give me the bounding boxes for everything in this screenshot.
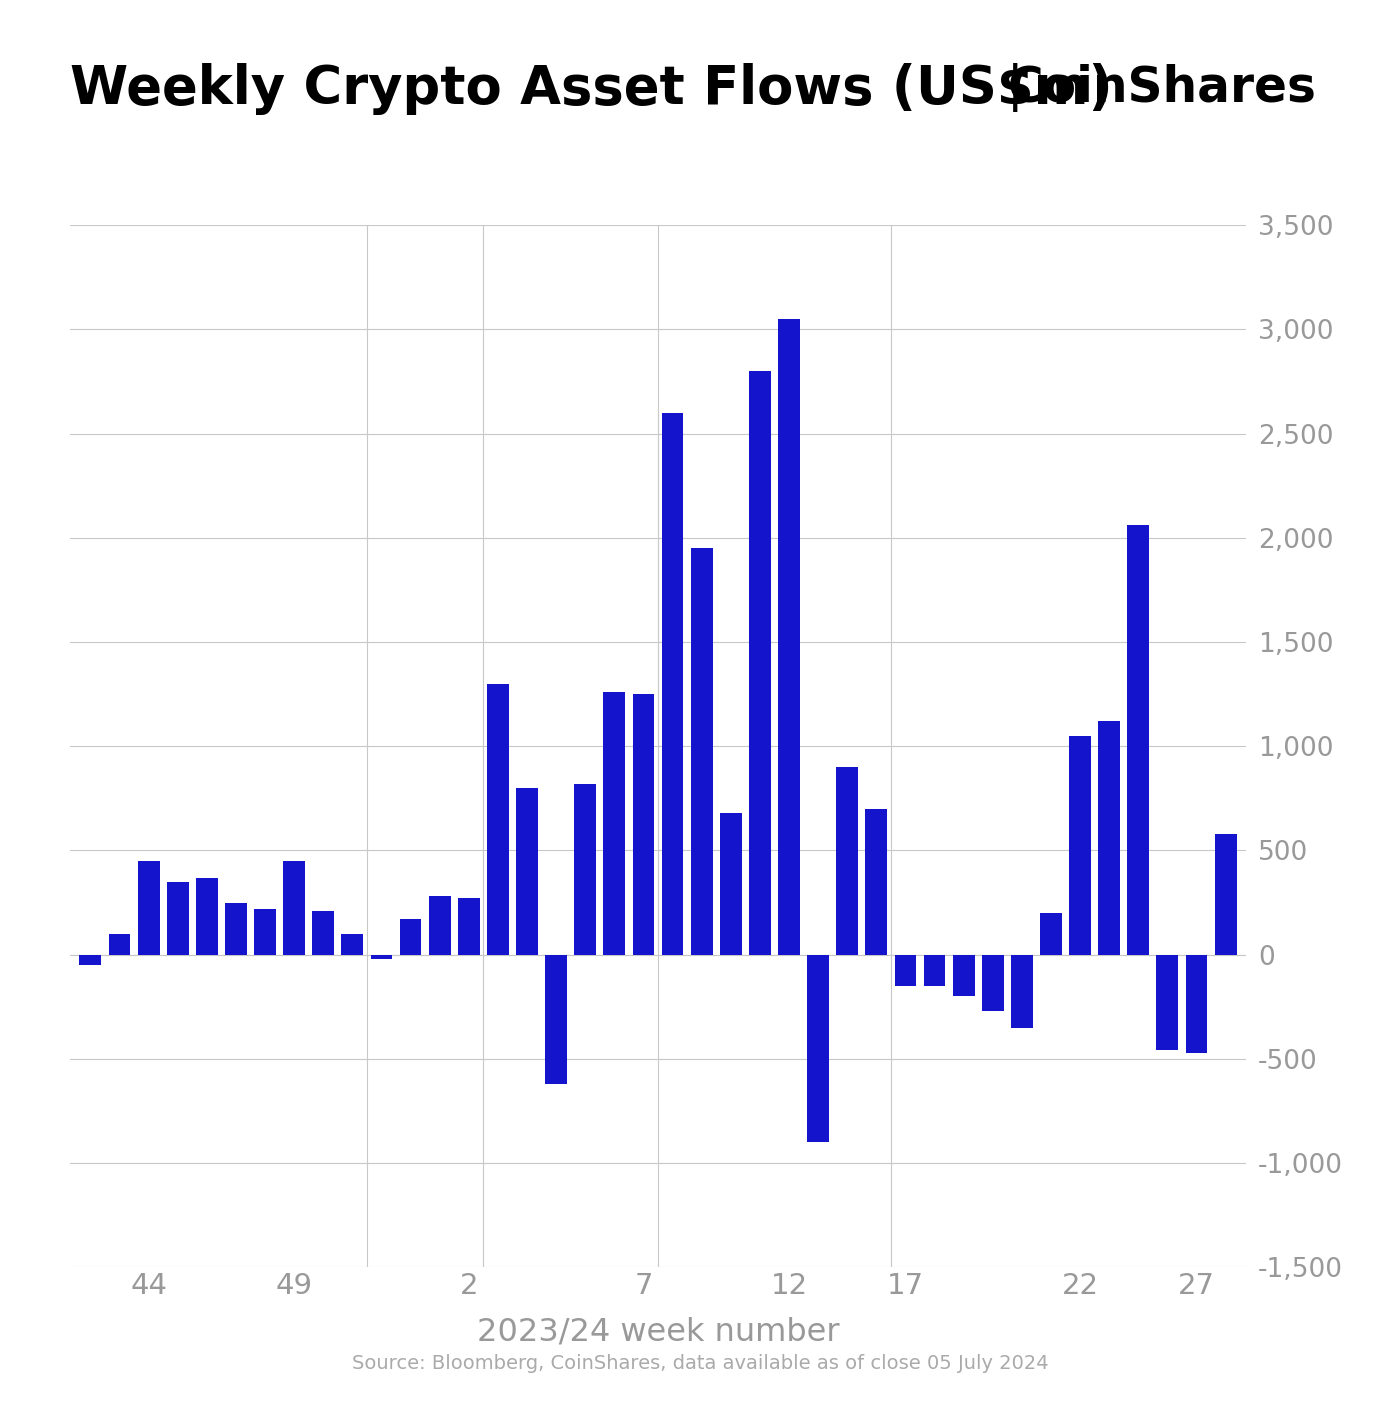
Bar (1070, 736, 1091, 955)
Bar (1156, 955, 1179, 1050)
Bar (167, 881, 189, 955)
Bar (1098, 721, 1120, 955)
Bar (517, 788, 538, 955)
Bar (283, 860, 305, 955)
Bar (80, 955, 101, 964)
Bar (399, 919, 421, 955)
Bar (865, 808, 888, 955)
Bar (778, 320, 799, 955)
Bar (720, 812, 742, 955)
Bar (428, 897, 451, 955)
Bar (196, 877, 218, 955)
Bar (255, 908, 276, 955)
Bar (603, 693, 626, 955)
Bar (662, 413, 683, 955)
Bar (137, 860, 160, 955)
Text: Weekly Crypto Asset Flows (US$m): Weekly Crypto Asset Flows (US$m) (70, 63, 1113, 115)
Text: CoinShares: CoinShares (1008, 63, 1317, 111)
Bar (371, 955, 392, 959)
Bar (1011, 955, 1033, 1028)
Bar (953, 955, 974, 997)
Bar (458, 898, 480, 955)
Bar (1040, 912, 1061, 955)
Bar (749, 372, 771, 955)
Bar (981, 955, 1004, 1011)
Bar (225, 903, 246, 955)
Bar (312, 911, 335, 955)
Text: Source: Bloomberg, CoinShares, data available as of close 05 July 2024: Source: Bloomberg, CoinShares, data avai… (351, 1354, 1049, 1373)
Bar (1127, 525, 1149, 955)
Bar (1215, 834, 1236, 955)
Bar (633, 694, 654, 955)
Bar (895, 955, 917, 986)
Bar (836, 767, 858, 955)
X-axis label: 2023/24 week number: 2023/24 week number (476, 1316, 840, 1347)
Bar (808, 955, 829, 1142)
Bar (109, 934, 130, 955)
Bar (545, 955, 567, 1084)
Bar (574, 784, 596, 955)
Bar (342, 934, 363, 955)
Bar (487, 684, 508, 955)
Bar (1186, 955, 1207, 1053)
Bar (690, 548, 713, 955)
Bar (924, 955, 945, 986)
